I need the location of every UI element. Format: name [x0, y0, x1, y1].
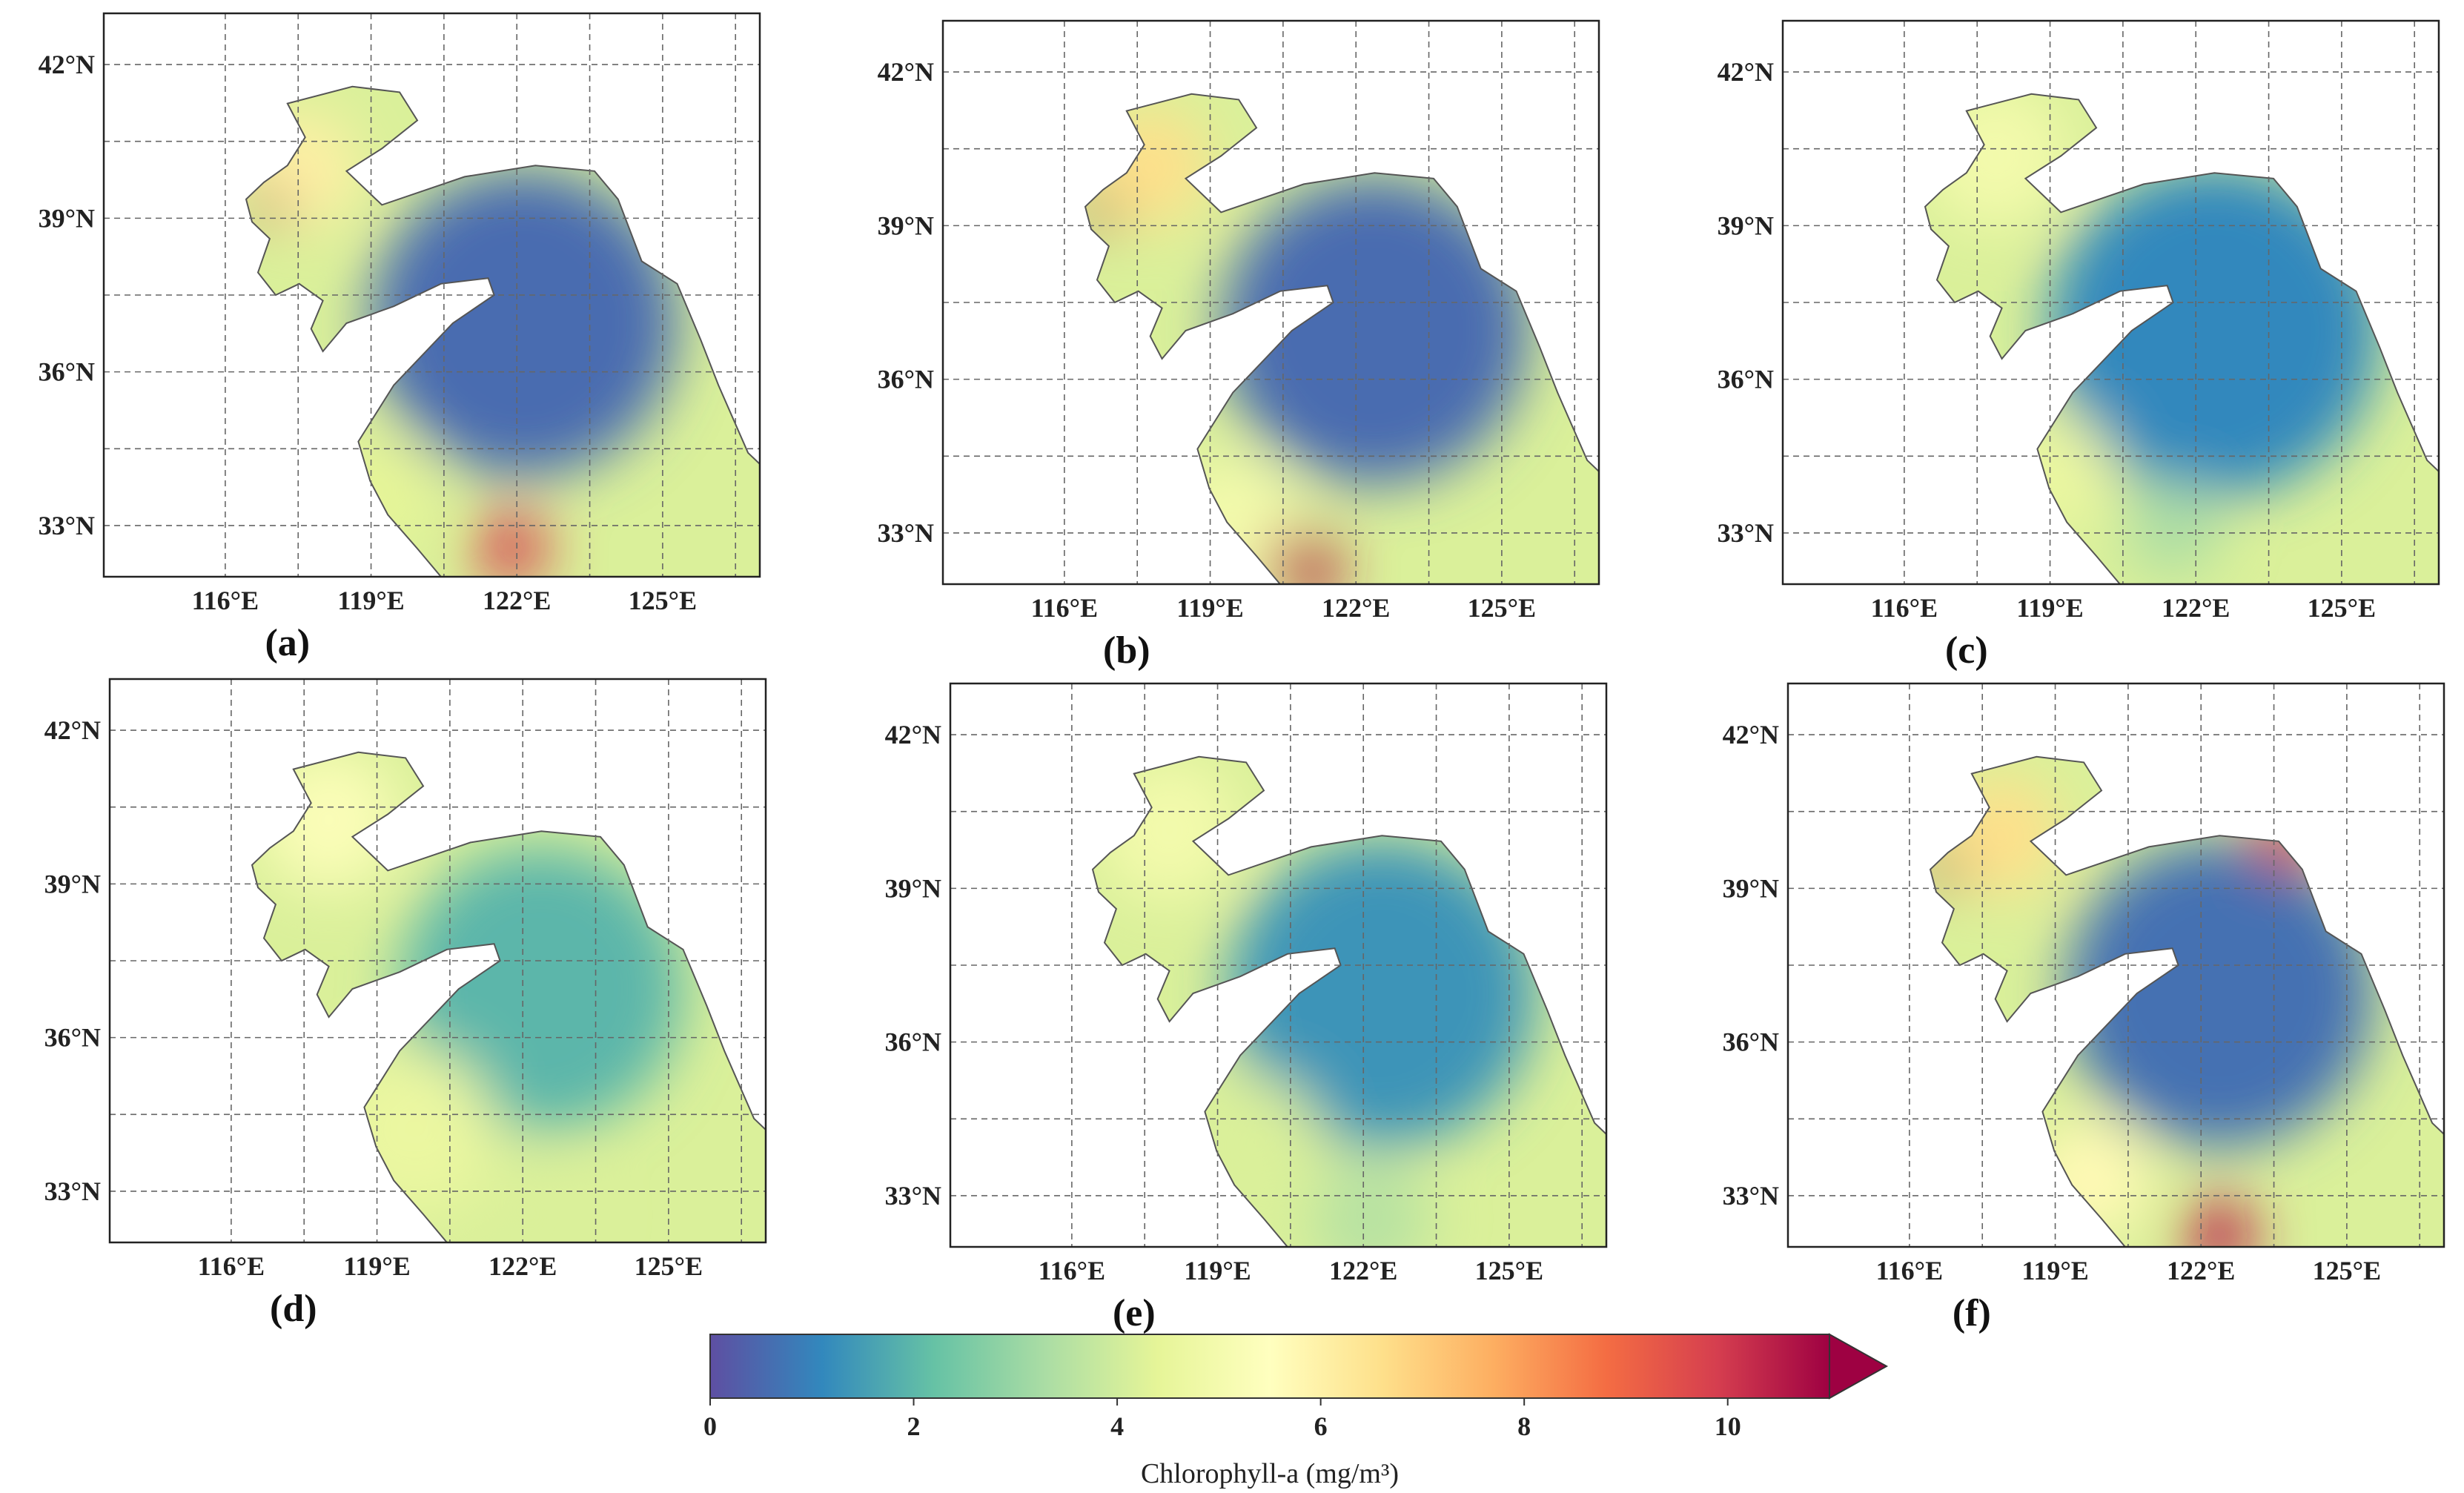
lon-tick-label: 125°E: [635, 1251, 703, 1281]
lon-tick-label: 119°E: [2021, 1256, 2088, 1285]
coastline: [1084, 93, 1599, 584]
lon-tick-label: 119°E: [343, 1251, 410, 1281]
lat-tick-label: 33°N: [1718, 518, 1774, 548]
lon-tick-label: 116°E: [1031, 593, 1098, 623]
lon-tick-label: 122°E: [2167, 1256, 2235, 1285]
lat-tick-label: 33°N: [878, 518, 934, 548]
lon-tick-label: 125°E: [1468, 593, 1536, 623]
gridlines: [1788, 683, 2444, 1247]
colorbar-ticks: 0 2 4 6 8 10: [703, 1398, 1741, 1441]
lat-tick-label: 36°N: [39, 357, 95, 387]
gridlines: [1783, 21, 2439, 584]
colorbar-tick-label: 10: [1715, 1411, 1741, 1441]
lat-tick-label: 36°N: [885, 1027, 941, 1057]
lon-tick-label: 122°E: [483, 586, 551, 615]
lon-tick-label: 116°E: [198, 1251, 265, 1281]
lat-tick-label: 42°N: [44, 715, 101, 745]
coastline: [1091, 755, 1606, 1247]
lat-tick-label: 33°N: [1723, 1181, 1779, 1211]
lat-tick-label: 42°N: [878, 57, 934, 87]
lon-tick-label: 122°E: [1322, 593, 1390, 623]
lon-tick-label: 119°E: [2016, 593, 2083, 623]
lon-tick-label: 125°E: [2313, 1256, 2381, 1285]
panel-label-a: (a): [265, 622, 310, 664]
lon-tick-label: 119°E: [337, 586, 404, 615]
coastline: [1924, 93, 2439, 584]
lat-tick-label: 39°N: [39, 203, 95, 233]
lat-tick-label: 39°N: [885, 873, 941, 903]
lon-tick-label: 125°E: [1475, 1256, 1543, 1285]
lon-tick-label: 116°E: [1871, 593, 1938, 623]
map-panel-a: 116°E 119°E 122°E 125°E 42°N 39°N 36°N 33°N (a): [39, 12, 761, 664]
gridlines: [110, 679, 766, 1242]
lat-tick-label: 42°N: [39, 50, 95, 79]
coastline: [245, 85, 760, 577]
panel-label-f: (f): [1953, 1292, 1991, 1334]
lat-tick-label: 36°N: [878, 365, 934, 394]
panel-label-c: (c): [1945, 629, 1988, 672]
colorbar-extend-arrow: [1829, 1333, 1889, 1400]
lon-tick-label: 116°E: [1039, 1256, 1105, 1285]
panel-label-d: (d): [270, 1288, 317, 1330]
lat-tick-label: 36°N: [44, 1023, 101, 1053]
map-panels: 116°E 119°E 122°E 125°E42°N39°N36°N33°N(a)1…: [39, 12, 2445, 1334]
colorbar-tick-label: 0: [703, 1411, 717, 1441]
gridlines: [104, 13, 760, 577]
lat-tick-label: 39°N: [1723, 873, 1779, 903]
lon-tick-label: 122°E: [1329, 1256, 1397, 1285]
map-panel-b: 116°E 119°E 122°E 125°E 42°N 39°N 36°N 33°N (b): [878, 19, 1600, 672]
lon-tick-label: 125°E: [2308, 593, 2376, 623]
coastline: [251, 751, 766, 1242]
lat-tick-label: 42°N: [1718, 57, 1774, 87]
panel-label-b: (b): [1103, 629, 1150, 672]
lon-tick-label: 125°E: [629, 586, 697, 615]
lon-tick-label: 119°E: [1176, 593, 1243, 623]
map-panel-d: 116°E 119°E 122°E 125°E 42°N 39°N 36°N 33°N (d): [44, 678, 767, 1330]
map-panel-e: 116°E 119°E 122°E 125°E 42°N 39°N 36°N 33°N (e): [885, 682, 1608, 1334]
panel-label-e: (e): [1113, 1292, 1156, 1334]
colorbar: 0 2 4 6 8 10 Chlorophyll-a (mg/m³): [703, 1333, 1889, 1489]
gridlines: [950, 683, 1606, 1247]
colorbar-tick-label: 8: [1517, 1411, 1531, 1441]
lat-tick-label: 33°N: [885, 1181, 941, 1211]
map-panel-f: 116°E 119°E 122°E 125°E 42°N 39°N 36°N 33°N (f): [1723, 682, 2445, 1334]
map-panel-c: 116°E 119°E 122°E 125°E 42°N 39°N 36°N 33°N (c): [1718, 19, 2440, 672]
lon-tick-label: 122°E: [489, 1251, 557, 1281]
colorbar-tick-label: 6: [1314, 1411, 1328, 1441]
colorbar-gradient: [709, 1334, 1830, 1399]
coastline: [1929, 755, 2444, 1247]
lon-tick-label: 122°E: [2162, 593, 2230, 623]
lat-tick-label: 39°N: [1718, 211, 1774, 240]
lat-tick-label: 33°N: [44, 1176, 101, 1206]
lat-tick-label: 42°N: [885, 720, 941, 749]
gridlines: [943, 21, 1599, 584]
colorbar-title: Chlorophyll-a (mg/m³): [1141, 1458, 1399, 1489]
lat-tick-label: 36°N: [1723, 1027, 1779, 1057]
lat-tick-label: 42°N: [1723, 720, 1779, 749]
lat-tick-label: 39°N: [44, 869, 101, 898]
lon-tick-label: 116°E: [1876, 1256, 1943, 1285]
lat-tick-label: 33°N: [39, 511, 95, 540]
lat-tick-label: 36°N: [1718, 365, 1774, 394]
lat-tick-label: 39°N: [878, 211, 934, 240]
lon-tick-label: 119°E: [1184, 1256, 1251, 1285]
lon-tick-label: 116°E: [192, 586, 259, 615]
colorbar-tick-label: 2: [907, 1411, 921, 1441]
colorbar-tick-label: 4: [1110, 1411, 1124, 1441]
